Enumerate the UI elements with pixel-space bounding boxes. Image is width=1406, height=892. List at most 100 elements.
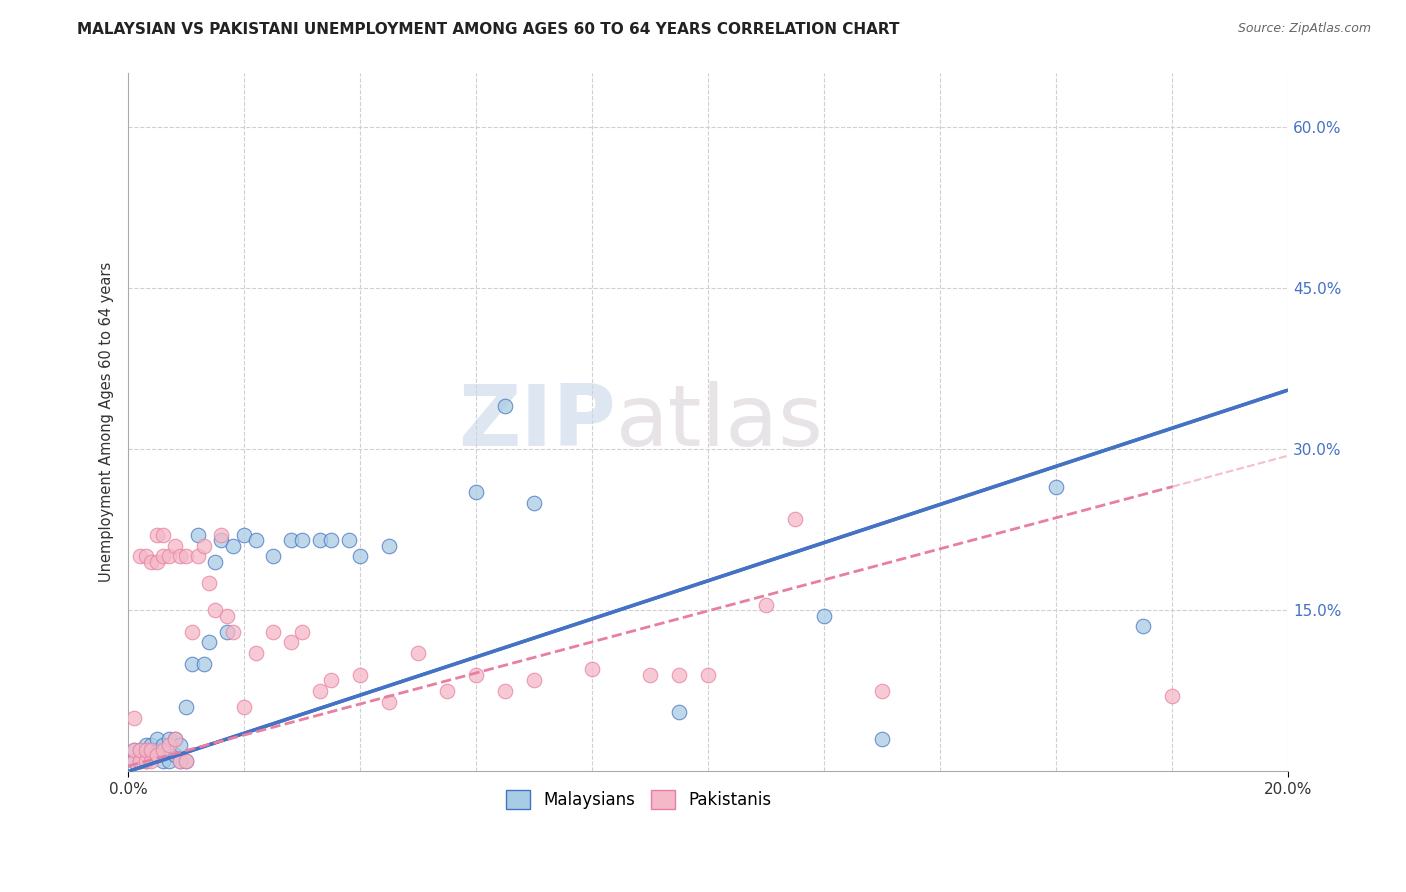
Point — [157, 738, 180, 752]
Point — [128, 754, 150, 768]
Point — [209, 528, 232, 542]
Point — [135, 754, 157, 768]
Point — [465, 667, 488, 681]
Point — [122, 754, 145, 768]
Point — [141, 748, 163, 763]
Point — [169, 754, 191, 768]
Legend: Malaysians, Pakistanis: Malaysians, Pakistanis — [499, 783, 778, 815]
Point — [1161, 689, 1184, 703]
Point — [245, 646, 267, 660]
Point — [221, 539, 243, 553]
Point — [141, 754, 163, 768]
Point — [122, 711, 145, 725]
Point — [697, 667, 720, 681]
Point — [122, 743, 145, 757]
Point — [141, 555, 163, 569]
Point — [581, 662, 603, 676]
Point — [204, 555, 226, 569]
Point — [135, 549, 157, 564]
Point — [181, 624, 204, 639]
Point — [152, 738, 174, 752]
Point — [135, 743, 157, 757]
Point — [408, 646, 430, 660]
Point — [135, 754, 157, 768]
Point — [174, 754, 197, 768]
Point — [198, 576, 221, 591]
Point — [187, 549, 209, 564]
Point — [640, 667, 662, 681]
Point — [128, 754, 150, 768]
Text: ZIP: ZIP — [458, 381, 616, 464]
Point — [152, 549, 174, 564]
Point — [174, 754, 197, 768]
Point — [785, 512, 807, 526]
Point — [523, 496, 546, 510]
Point — [193, 657, 215, 671]
Point — [321, 533, 343, 548]
Point — [122, 754, 145, 768]
Point — [262, 549, 284, 564]
Point — [321, 673, 343, 687]
Point — [204, 603, 226, 617]
Point — [163, 732, 186, 747]
Point — [187, 528, 209, 542]
Point — [291, 624, 314, 639]
Point — [291, 533, 314, 548]
Point — [198, 635, 221, 649]
Point — [152, 528, 174, 542]
Point — [146, 528, 169, 542]
Point — [378, 694, 401, 708]
Point — [152, 743, 174, 757]
Point — [308, 683, 330, 698]
Point — [280, 635, 302, 649]
Point — [1045, 480, 1067, 494]
Point — [128, 743, 150, 757]
Point — [872, 683, 894, 698]
Point — [245, 533, 267, 548]
Point — [1132, 619, 1154, 633]
Point — [163, 748, 186, 763]
Point — [308, 533, 330, 548]
Text: MALAYSIAN VS PAKISTANI UNEMPLOYMENT AMONG AGES 60 TO 64 YEARS CORRELATION CHART: MALAYSIAN VS PAKISTANI UNEMPLOYMENT AMON… — [77, 22, 900, 37]
Point — [174, 549, 197, 564]
Point — [349, 667, 371, 681]
Point — [122, 743, 145, 757]
Point — [146, 555, 169, 569]
Point — [141, 738, 163, 752]
Point — [262, 624, 284, 639]
Point — [280, 533, 302, 548]
Point — [157, 549, 180, 564]
Point — [378, 539, 401, 553]
Point — [169, 549, 191, 564]
Point — [221, 624, 243, 639]
Point — [523, 673, 546, 687]
Point — [174, 700, 197, 714]
Point — [169, 738, 191, 752]
Y-axis label: Unemployment Among Ages 60 to 64 years: Unemployment Among Ages 60 to 64 years — [100, 262, 114, 582]
Point — [494, 399, 516, 413]
Point — [146, 732, 169, 747]
Point — [169, 754, 191, 768]
Point — [755, 598, 778, 612]
Point — [337, 533, 360, 548]
Text: atlas: atlas — [616, 381, 824, 464]
Point — [668, 706, 690, 720]
Point — [146, 743, 169, 757]
Point — [872, 732, 894, 747]
Point — [668, 667, 690, 681]
Point — [494, 683, 516, 698]
Point — [465, 485, 488, 500]
Point — [141, 743, 163, 757]
Text: Source: ZipAtlas.com: Source: ZipAtlas.com — [1237, 22, 1371, 36]
Point — [215, 608, 238, 623]
Point — [813, 608, 835, 623]
Point — [157, 754, 180, 768]
Point — [233, 528, 256, 542]
Point — [349, 549, 371, 564]
Point — [128, 549, 150, 564]
Point — [157, 732, 180, 747]
Point — [233, 700, 256, 714]
Point — [152, 754, 174, 768]
Point — [193, 539, 215, 553]
Point — [146, 748, 169, 763]
